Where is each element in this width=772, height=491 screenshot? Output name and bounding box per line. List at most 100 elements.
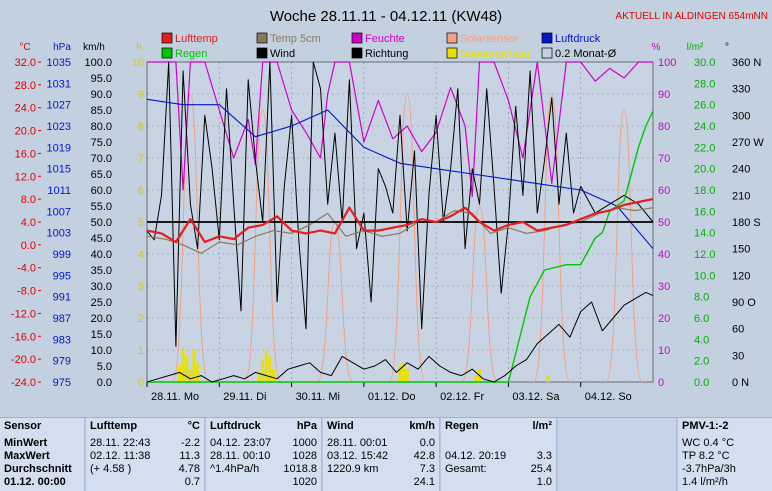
stats-lufttemp-avg-value: 4.78: [178, 463, 200, 475]
stats-label-avg: Durchschnitt: [4, 463, 72, 475]
tick-humidity-5: 50: [658, 217, 670, 229]
tick-direction-8: 120: [732, 270, 750, 282]
tick-wind-11: 45.0: [91, 233, 112, 245]
tick-humidity-1: 90: [658, 89, 670, 101]
tick-temp-14: -24.0: [11, 377, 36, 389]
stats-regen-max: 04.12. 20:19 3.3: [445, 450, 552, 463]
tick-temp-5: 12.0: [15, 171, 36, 183]
legend-swatch-richtung: [351, 47, 363, 59]
tick-rain-11: 8.0: [694, 292, 709, 304]
tick-direction-6: 180 S: [732, 217, 761, 229]
stats-wind-max: 03.12. 15:42 42.8: [327, 450, 435, 463]
tick-temp-3: 20.0: [15, 126, 36, 138]
stats-lufttemp-max: 02.12. 11:38 11.3: [90, 450, 200, 463]
stats-lufttemp-unit: °C: [187, 420, 200, 432]
tick-wind-7: 65.0: [91, 169, 112, 181]
tick-wind-3: 85.0: [91, 105, 112, 117]
stats-luftdruck-unit: hPa: [296, 420, 317, 432]
tick-temp-1: 28.0: [15, 80, 36, 92]
sunshine-bar-8: [264, 350, 268, 382]
stats-wind-column: Wind km/h 28.11. 00:01 0.0 03.12. 15:42 42.…: [323, 418, 440, 491]
stats-lufttemp-ref: 0.7: [90, 476, 200, 489]
stats-label-ref: 01.12. 00:00: [4, 476, 66, 488]
tick-pressure-1: 1031: [47, 78, 71, 90]
tick-sun-10: 0: [138, 377, 144, 389]
stats-regen-total-label: Gesamt:: [445, 463, 487, 475]
x-tick-1: 29.11. Di: [223, 391, 266, 403]
legend-label-sonnenschein: Sonnenschein: [460, 48, 530, 60]
solar-peak-0: [171, 93, 209, 383]
tick-humidity-4: 60: [658, 185, 670, 197]
series-luftdruck: [146, 98, 654, 250]
axis-unit-humidity: %: [652, 42, 661, 53]
tick-rain-7: 16.0: [694, 206, 715, 218]
stats-lufttemp-min-time: 28.11. 22:43: [90, 437, 151, 449]
stats-pmv-header: PMV-1:-2: [682, 420, 729, 432]
series-wind: [146, 291, 654, 383]
legend-swatch-temp-5cm: [256, 32, 268, 44]
tick-wind-13: 35.0: [91, 265, 112, 277]
tick-temp-10: -8.0: [17, 286, 36, 298]
chart-title: Woche 28.11.11 - 04.12.11 (KW48): [270, 8, 502, 25]
stats-luftdruck-trend: ^1.4hPa/h: [210, 463, 260, 475]
stats-sensor-header: Sensor: [4, 420, 42, 432]
tick-temp-2: 24.0: [15, 103, 36, 115]
tick-direction-12: 0 N: [732, 377, 749, 389]
tick-direction-5: 210: [732, 190, 750, 202]
legend-swatch-lufttemp: [161, 32, 173, 44]
tick-direction-9: 90 O: [732, 297, 756, 309]
stats-table: Sensor MinWert MaxWert Durchschnitt 01.1…: [0, 417, 772, 491]
stats-wind-min-value: 0.0: [419, 437, 435, 449]
tick-sun-4: 6: [138, 185, 144, 197]
solar-peak-3: [388, 93, 426, 383]
tick-sun-9: 1: [138, 345, 144, 357]
tick-wind-2: 90.0: [91, 89, 112, 101]
stats-sensor-column: Sensor MinWert MaxWert Durchschnitt 01.1…: [0, 418, 85, 491]
stats-wind-ref-value: 24.1: [413, 476, 435, 488]
legend-swatch-regen: [161, 47, 173, 59]
tick-rain-2: 26.0: [694, 100, 715, 112]
stats-empty-column: [558, 418, 677, 491]
stats-lufttemp-title: Lufttemp: [90, 420, 138, 432]
stats-pmv-rain-rate: 1.4 l/m²/h: [682, 476, 728, 488]
stats-lufttemp-avg-note: (+ 4.58 ): [90, 463, 132, 475]
sunshine-bar-11: [398, 366, 402, 382]
tick-temp-7: 4.0: [21, 217, 36, 229]
stats-pmv-pressure-trend: -3.7hPa/3h: [682, 463, 736, 475]
tick-pressure-3: 1023: [47, 121, 71, 133]
tick-rain-3: 24.0: [694, 121, 715, 133]
tick-pressure-14: 979: [53, 356, 71, 368]
solar-peak-4: [460, 205, 499, 383]
tick-rain-13: 4.0: [694, 334, 709, 346]
sunshine-bar-5: [196, 362, 200, 382]
sunshine-bar-2: [185, 356, 189, 382]
legend-label-feuchte: Feuchte: [365, 33, 405, 45]
tick-rain-10: 10.0: [694, 270, 715, 282]
tick-rain-1: 28.0: [694, 78, 715, 90]
legend-swatch-sonnenschein: [446, 47, 458, 59]
tick-pressure-9: 999: [53, 249, 71, 261]
x-tick-0: 28.11. Mo: [151, 391, 199, 403]
legend-label-regen: Regen: [175, 48, 207, 60]
series-lufttemp: [146, 198, 654, 244]
tick-sun-0: 10: [132, 57, 144, 69]
tick-direction-1: 330: [732, 84, 750, 96]
stats-regen-unit: l/m²: [532, 420, 552, 432]
tick-direction-11: 30: [732, 350, 744, 362]
tick-humidity-2: 80: [658, 121, 670, 133]
tick-rain-14: 2.0: [694, 356, 709, 368]
x-tick-6: 04.12. So: [585, 391, 632, 403]
tick-rain-5: 20.0: [694, 164, 715, 176]
axis-unit-rain: l/m²: [687, 42, 704, 53]
axis-unit-direction: °: [725, 42, 729, 53]
tick-direction-3: 270 W: [732, 137, 764, 149]
stats-pmv-column: PMV-1:-2 WC 0.4 °C TP 8.2 °C -3.7hPa/3h …: [678, 418, 772, 491]
stats-luftdruck-avg-value: 1018.8: [283, 463, 317, 475]
stats-regen-total-value: 25.4: [530, 463, 552, 475]
weather-chart: Woche 28.11.11 - 04.12.11 (KW48) AKTUELL …: [10, 8, 768, 403]
tick-wind-18: 10.0: [91, 345, 112, 357]
tick-pressure-6: 1011: [47, 185, 71, 197]
sunshine-bar-1: [181, 350, 185, 382]
legend-label-temp-5cm: Temp 5cm: [270, 33, 321, 45]
axis-unit-temp: °C: [19, 42, 30, 53]
